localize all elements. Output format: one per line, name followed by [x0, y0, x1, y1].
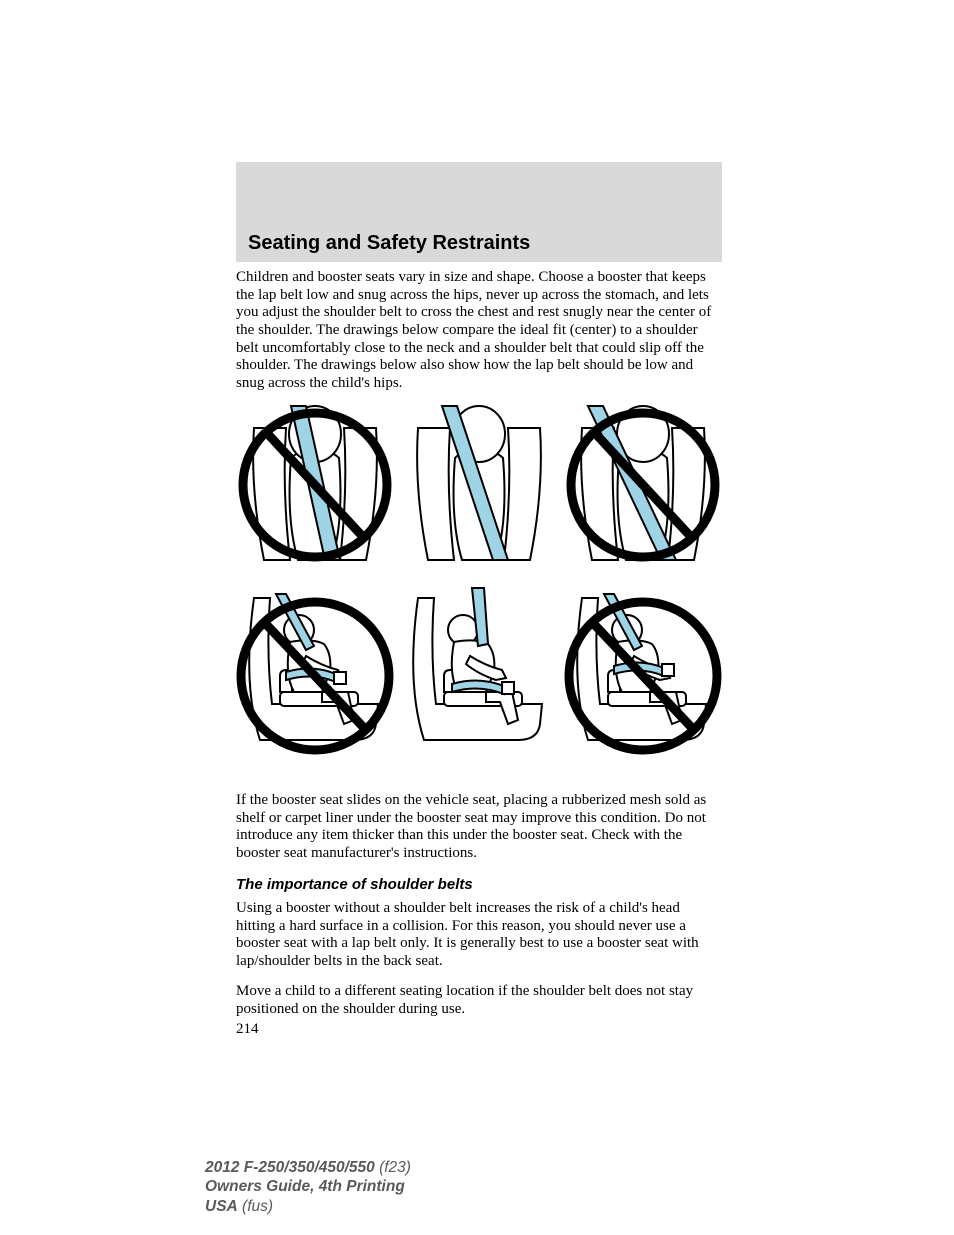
footer-code: (f23): [375, 1159, 411, 1176]
paragraph-booster-slide: If the booster seat slides on the vehicl…: [236, 792, 722, 863]
paragraph-intro: Children and booster seats vary in size …: [236, 269, 722, 393]
section-title: Seating and Safety Restraints: [248, 232, 530, 255]
footer-region-code: (fus): [238, 1198, 273, 1215]
diagram-lap-correct: [400, 584, 558, 754]
diagram-lap-wrong-2: [564, 584, 722, 754]
diagram-row-shoulder: [236, 400, 722, 570]
diagram-shoulder-slip-off: [564, 400, 722, 570]
diagram-shoulder-correct: [400, 400, 558, 570]
footer-model: 2012 F-250/350/450/550: [205, 1159, 375, 1176]
footer-region: USA: [205, 1198, 238, 1215]
subheading-shoulder-belts: The importance of shoulder belts: [236, 876, 473, 893]
diagram-lap-wrong-1: [236, 584, 394, 754]
document-page: Seating and Safety Restraints Children a…: [0, 0, 954, 1235]
diagram-shoulder-too-close: [236, 400, 394, 570]
diagram-row-lap: [236, 584, 722, 754]
paragraph-shoulder-importance: Using a booster without a shoulder belt …: [236, 900, 722, 971]
footer-guide: Owners Guide, 4th Printing: [205, 1177, 411, 1196]
paragraph-move-child: Move a child to a different seating loca…: [236, 983, 722, 1018]
page-number: 214: [236, 1021, 259, 1038]
footer-block: 2012 F-250/350/450/550 (f23) Owners Guid…: [205, 1158, 411, 1216]
